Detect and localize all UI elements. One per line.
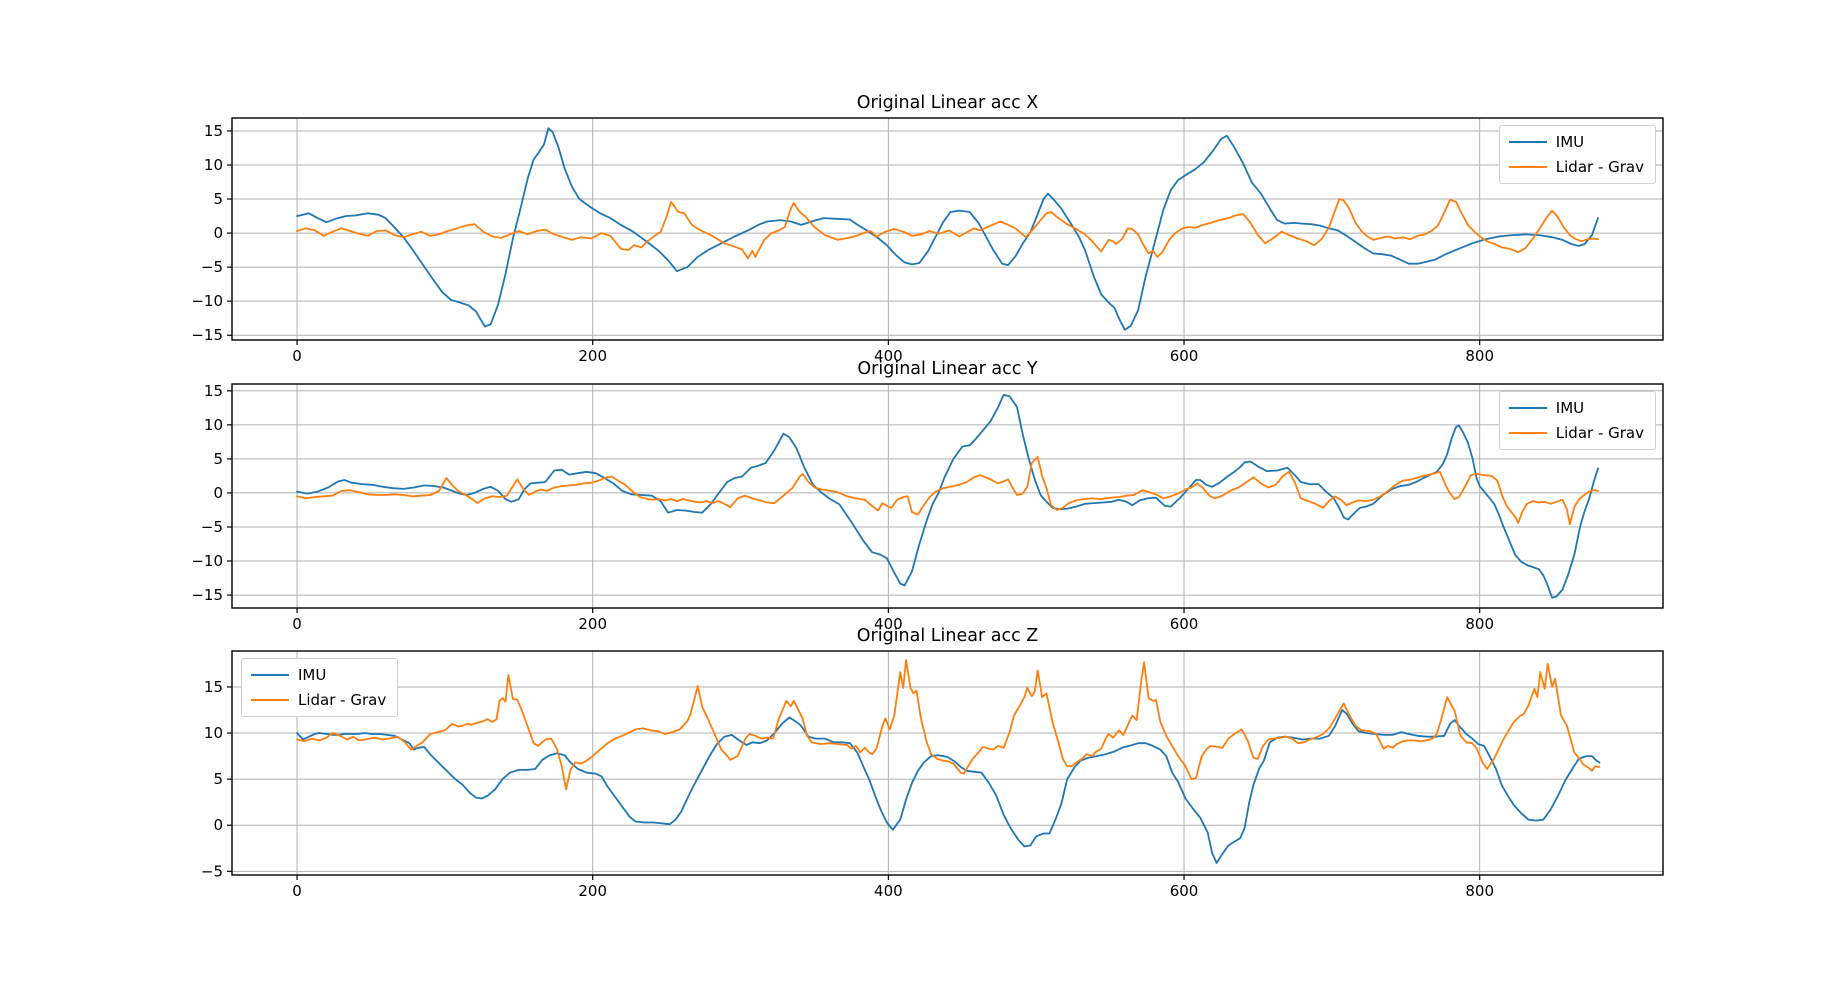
legend-label-lidar: Lidar - Grav [298, 691, 387, 709]
lidar-line-swatch [1508, 166, 1547, 168]
legend-item-lidar: Lidar - Grav [1508, 158, 1644, 176]
y-tick-label: 0 [213, 484, 223, 502]
legend-subplot-z: IMU Lidar - Grav [241, 658, 399, 717]
x-tick-label: 200 [578, 882, 607, 900]
y-tick-label: 15 [204, 382, 223, 400]
y-tick-label: −5 [201, 862, 223, 880]
subplot-y: 0 200 400 600 800 −15 −10 −5 0 5 10 15 [191, 382, 1664, 633]
x-tick-label: 600 [1170, 347, 1199, 365]
x-tick-label: 400 [874, 882, 903, 900]
axes-spines [231, 383, 1664, 609]
x-tick-label: 800 [1465, 882, 1494, 900]
subplot-x: 0 200 400 600 800 −15 −10 −5 0 5 10 15 [191, 117, 1664, 365]
x-tick-label: 200 [578, 347, 607, 365]
series-line-imu [296, 709, 1601, 864]
y-tick-label: −10 [191, 552, 223, 570]
y-tick-label: −15 [191, 586, 223, 604]
y-tick-label: −5 [201, 258, 223, 276]
lidar-line-swatch [1508, 432, 1547, 434]
y-tick-label: 10 [204, 416, 223, 434]
legend-item-imu: IMU [1508, 399, 1644, 417]
y-tick-label: 5 [213, 450, 223, 468]
axes-spines [231, 117, 1664, 341]
imu-line-swatch [251, 674, 289, 676]
legend-label-imu: IMU [1555, 133, 1585, 151]
y-tick-label: −10 [191, 292, 223, 310]
y-tick-label: 10 [204, 724, 223, 742]
x-tick-label: 0 [292, 615, 302, 633]
legend-subplot-x: IMU Lidar - Grav [1498, 125, 1656, 184]
y-tick-label: 15 [204, 678, 223, 696]
legend-item-imu: IMU [251, 666, 386, 684]
legend-label-lidar: Lidar - Grav [1555, 158, 1644, 176]
y-tick-label: −5 [201, 518, 223, 536]
x-tick-label: 400 [874, 347, 903, 365]
subplot-y-title: Original Linear acc Y [857, 359, 1038, 379]
x-tick-label: 0 [292, 882, 302, 900]
y-tick-label: 5 [213, 190, 223, 208]
series-line-imu [296, 394, 1599, 599]
x-tick-label: 600 [1170, 882, 1199, 900]
legend-item-lidar: Lidar - Grav [251, 691, 386, 709]
y-tick-label: −15 [191, 326, 223, 344]
subplot-x-title: Original Linear acc X [856, 93, 1039, 113]
y-tick-label: 10 [204, 156, 223, 174]
legend-label-imu: IMU [1555, 399, 1585, 417]
imu-line-swatch [1508, 407, 1547, 409]
imu-line-swatch [1508, 141, 1547, 143]
lidar-line-swatch [251, 699, 289, 701]
legend-label-lidar: Lidar - Grav [1555, 424, 1644, 442]
subplot-z-title: Original Linear acc Z [856, 626, 1039, 646]
legend-item-lidar: Lidar - Grav [1508, 424, 1644, 442]
x-tick-label: 200 [578, 615, 607, 633]
y-tick-label: 0 [213, 816, 223, 834]
legend-item-imu: IMU [1508, 133, 1644, 151]
y-tick-label: 0 [213, 224, 223, 242]
x-tick-label: 600 [1170, 615, 1199, 633]
series-line-lidar-grav [296, 456, 1599, 526]
series-line-lidar-grav [296, 198, 1599, 260]
x-tick-label: 800 [1465, 615, 1494, 633]
series-line-lidar-grav [296, 659, 1601, 791]
legend-label-imu: IMU [298, 666, 327, 684]
y-tick-label: 5 [213, 770, 223, 788]
axes-spines [231, 650, 1664, 876]
subplot-z: 0 200 400 600 800 −5 0 5 10 15 [201, 650, 1664, 900]
series-line-imu [296, 127, 1599, 331]
legend-subplot-y: IMU Lidar - Grav [1498, 391, 1656, 450]
x-tick-label: 0 [292, 347, 302, 365]
x-tick-label: 800 [1465, 347, 1494, 365]
x-tick-label: 400 [874, 615, 903, 633]
y-tick-label: 15 [204, 122, 223, 140]
